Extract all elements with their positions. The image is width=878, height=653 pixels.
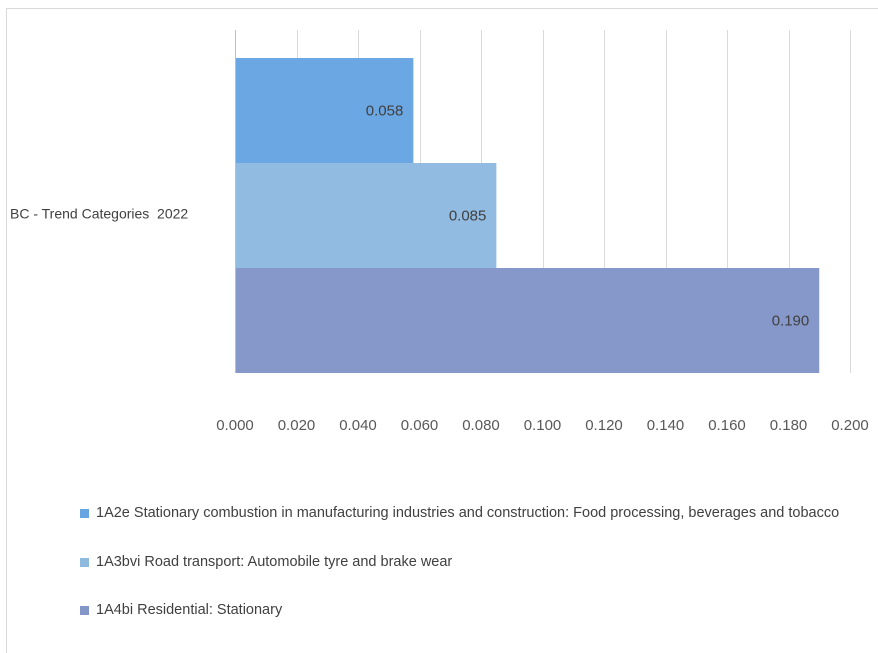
bar xyxy=(235,268,820,373)
data-label: 0.190 xyxy=(772,313,810,330)
chart-frame xyxy=(6,8,878,653)
legend-entry: 1A3bvi Road transport: Automobile tyre a… xyxy=(80,552,870,573)
bar xyxy=(235,58,414,163)
x-tick-label: 0.080 xyxy=(462,417,500,434)
x-tick-label: 0.120 xyxy=(585,417,623,434)
legend-label: 1A3bvi Road transport: Automobile tyre a… xyxy=(96,554,453,570)
bar xyxy=(235,163,497,268)
x-tick-label: 0.060 xyxy=(401,417,439,434)
axes: 0.000 0.020 0.040 0.060 0.080 0.100 0.120 0.140… xyxy=(10,30,869,434)
x-tick-label: 0.000 xyxy=(216,417,254,434)
x-tick-label: 0.100 xyxy=(524,417,562,434)
x-tick-label: 0.140 xyxy=(647,417,685,434)
category-label: BC - Trend Categories 2022 xyxy=(10,206,188,222)
data-label: 0.085 xyxy=(449,208,487,225)
legend-label: 1A2e Stationary combustion in manufactur… xyxy=(96,505,840,521)
x-tick-label: 0.180 xyxy=(770,417,808,434)
legend-swatch xyxy=(80,509,89,518)
legend-swatch xyxy=(80,558,89,567)
x-tick-label: 0.200 xyxy=(831,417,869,434)
legend-entry: 1A4bi Residential: Stationary xyxy=(80,600,870,621)
legend-swatch xyxy=(80,606,89,615)
x-tick-label: 0.160 xyxy=(708,417,746,434)
bars: 0.058 0.085 0.190 xyxy=(235,58,820,373)
x-tick-label: 0.020 xyxy=(278,417,316,434)
legend-entry: 1A2e Stationary combustion in manufactur… xyxy=(80,503,870,524)
x-tick-label: 0.040 xyxy=(339,417,377,434)
data-label: 0.058 xyxy=(366,103,404,120)
legend-label: 1A4bi Residential: Stationary xyxy=(96,602,283,618)
